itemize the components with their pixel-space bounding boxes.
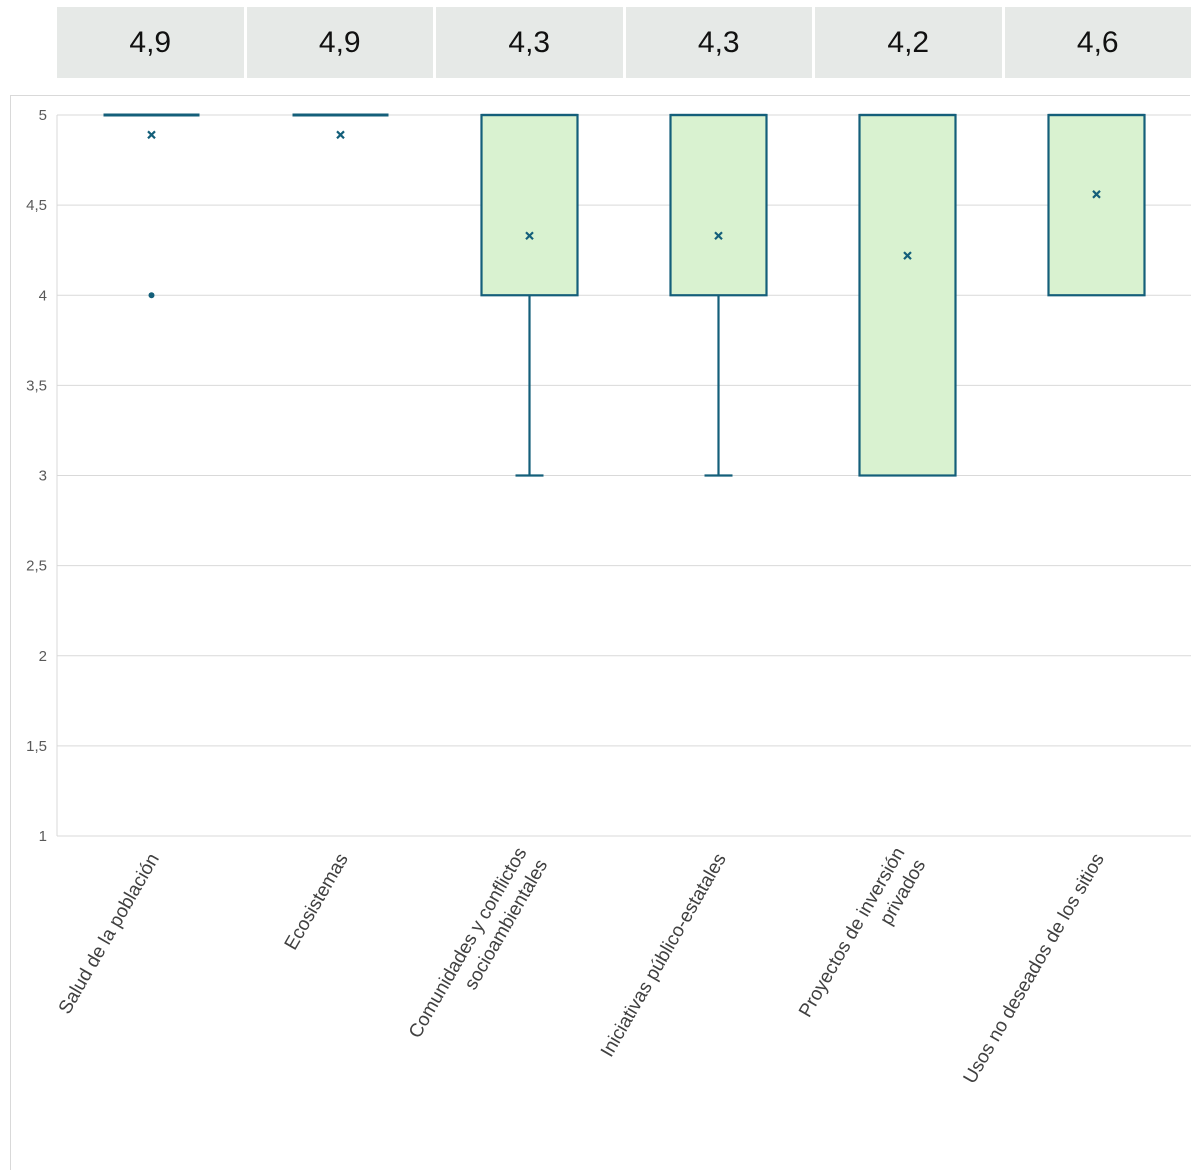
box	[1047, 113, 1146, 297]
x-category-label-line: Ecosistemas	[281, 850, 353, 954]
mean-marker	[903, 251, 912, 260]
mean-marker	[1092, 190, 1101, 199]
y-tick-label: 1	[39, 828, 47, 845]
x-category-label-line: Comunidades y conflictos	[405, 844, 531, 1042]
x-category-label: Proyectos de inversiónprivados	[795, 844, 930, 1033]
mean-value-cell: 4,3	[436, 7, 623, 78]
y-tick-label: 4,5	[26, 197, 47, 214]
y-tick-label: 3,5	[26, 377, 47, 394]
y-tick-label: 4	[39, 287, 47, 304]
outlier-point	[148, 292, 155, 299]
mean-values-row: 4,9 4,9 4,3 4,3 4,2 4,6	[57, 7, 1191, 78]
x-category-label: Ecosistemas	[281, 850, 353, 954]
x-category-label-line: Proyectos de inversión	[795, 844, 909, 1021]
box	[669, 113, 768, 297]
mean-marker	[714, 231, 723, 241]
mean-value-cell: 4,6	[1004, 7, 1191, 78]
mean-marker	[147, 130, 156, 140]
box	[858, 113, 957, 477]
y-tick-label: 2	[39, 648, 47, 665]
y-tick-label: 5	[39, 107, 47, 124]
x-category-label: Salud de la población	[55, 850, 164, 1018]
y-tick-label: 2,5	[26, 558, 47, 575]
mean-value-cell: 4,9	[246, 7, 433, 78]
mean-marker	[525, 231, 534, 241]
chart-frame	[10, 95, 1190, 1170]
mean-value-cell: 4,2	[815, 7, 1002, 78]
mean-value-cell: 4,9	[57, 7, 244, 78]
mean-marker	[336, 130, 345, 140]
x-category-label-line: Salud de la población	[55, 850, 164, 1018]
x-category-label-line: Usos no deseados de los sitios	[960, 850, 1109, 1087]
y-tick-label: 1,5	[26, 738, 47, 755]
x-category-label-line: Iniciativas público-estatales	[597, 850, 731, 1061]
box	[480, 113, 579, 297]
x-category-label: Usos no deseados de los sitios	[960, 850, 1109, 1087]
y-tick-label: 3	[39, 468, 47, 485]
x-category-label: Comunidades y conflictossocioambientales	[405, 844, 552, 1054]
mean-value-cell: 4,3	[625, 7, 812, 78]
x-category-label: Iniciativas público-estatales	[597, 850, 731, 1061]
